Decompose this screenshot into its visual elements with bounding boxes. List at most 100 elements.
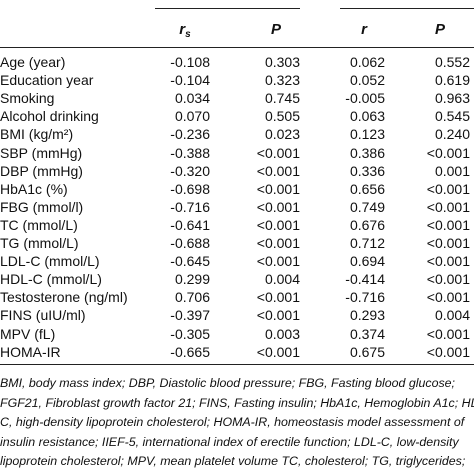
cell-value: <0.001 (426, 235, 470, 251)
cell-value: 0.299 (174, 271, 210, 288)
cell-value: -0.005 (345, 90, 385, 107)
cell-value: <0.001 (256, 307, 300, 324)
cell-value: 0.619 (434, 72, 470, 89)
footnote-line: C, high-density lipoprotein cholesterol;… (0, 415, 465, 429)
cell-value: 0.034 (174, 90, 210, 107)
row-label: HbA1c (%) (0, 180, 68, 197)
header-text: r (361, 21, 367, 38)
cell-value: 0.386 (349, 144, 385, 161)
footnote-line: FGF21, Fibroblast growth factor 21; FINS… (0, 395, 474, 410)
cell-value: 0.712 (349, 235, 385, 251)
row-label: HDL-C (mmol/L) (0, 271, 102, 288)
row-label: LDL-C (mmol/L) (0, 253, 100, 270)
row-label: Testosterone (ng/ml) (0, 289, 128, 306)
cell-value: 0.003 (264, 325, 300, 342)
cell-value: 0.675 (349, 343, 385, 360)
footnote-line: BMI, body mass index; DBP, Diastolic blo… (0, 376, 455, 390)
cell-value: -0.688 (170, 235, 210, 251)
row-label: Age (year) (0, 54, 66, 70)
cell-value: 0.656 (349, 180, 385, 197)
cell-value: 0.123 (349, 126, 385, 143)
header-rule (0, 47, 474, 48)
cell-value: 0.303 (264, 54, 300, 70)
cell-value: 0.694 (349, 253, 385, 270)
bottom-rule (0, 364, 474, 365)
row-label: TC (mmol/L) (0, 216, 78, 233)
cell-value: -0.716 (170, 198, 210, 215)
cell-value: 0.062 (349, 54, 385, 70)
cell-value: 0.240 (434, 126, 470, 143)
cell-value: <0.001 (256, 216, 300, 233)
cell-value: 0.023 (264, 126, 300, 143)
cell-value: 0.676 (349, 216, 385, 233)
cell-value: <0.001 (256, 253, 300, 270)
row-label: FINS (uIU/ml) (0, 307, 86, 324)
cell-value: -0.305 (170, 325, 210, 342)
cell-value: 0.706 (174, 289, 210, 306)
group-rule (340, 8, 474, 9)
cell-value: 0.323 (264, 72, 300, 89)
cell-value: 0.070 (174, 108, 210, 125)
row-label: TG (mmol/L) (0, 235, 79, 251)
cell-value: <0.001 (426, 253, 470, 270)
cell-value: -0.104 (170, 72, 210, 89)
cell-value: 0.505 (264, 108, 300, 125)
footnote-line: lipoprotein cholesterol; MPV, mean plate… (0, 454, 466, 468)
row-label: MPV (fL) (0, 325, 56, 342)
cell-value: <0.001 (256, 198, 300, 215)
cell-value: 0.293 (349, 307, 385, 324)
cell-value: -0.641 (170, 216, 210, 233)
cell-value: 0.052 (349, 72, 385, 89)
column-header: P (420, 21, 460, 39)
header-subscript: s (185, 29, 191, 40)
row-label: SBP (mmHg) (0, 144, 83, 161)
cell-value: <0.001 (426, 144, 470, 161)
header-text: P (270, 21, 281, 38)
cell-value: <0.001 (426, 216, 470, 233)
cell-value: 0.963 (434, 90, 470, 107)
cell-value: 0.001 (434, 162, 470, 179)
cell-value: -0.698 (170, 180, 210, 197)
cell-value: -0.320 (170, 162, 210, 179)
cell-value: -0.388 (170, 144, 210, 161)
cell-value: 0.004 (264, 271, 300, 288)
cell-value: <0.001 (256, 289, 300, 306)
cell-value: <0.001 (426, 198, 470, 215)
cell-value: 0.552 (434, 54, 470, 70)
row-label: DBP (mmHg) (0, 162, 83, 179)
row-label: Alcohol drinking (0, 108, 99, 125)
cell-value: 0.004 (434, 307, 470, 324)
row-label: HOMA-IR (0, 343, 61, 360)
cell-value: <0.001 (256, 343, 300, 360)
cell-value: <0.001 (426, 343, 470, 360)
cell-value: -0.414 (345, 271, 385, 288)
footnote-line: insulin resistance; IIEF-5, internationa… (0, 434, 459, 449)
header-text: P (434, 21, 445, 38)
cell-value: <0.001 (426, 325, 470, 342)
cell-value: 0.749 (349, 198, 385, 215)
column-header: rs (165, 21, 205, 44)
group-rule (155, 8, 300, 9)
cell-value: <0.001 (256, 235, 300, 251)
cell-value: 0.374 (349, 325, 385, 342)
row-label: BMI (kg/m²) (0, 126, 74, 143)
cell-value: <0.001 (256, 180, 300, 197)
column-header: r (344, 21, 384, 39)
cell-value: -0.236 (170, 126, 210, 143)
row-label: Smoking (0, 90, 55, 107)
cell-value: 0.063 (349, 108, 385, 125)
cell-value: -0.645 (170, 253, 210, 270)
cell-value: <0.001 (426, 289, 470, 306)
cell-value: 0.745 (264, 90, 300, 107)
cell-value: -0.397 (170, 307, 210, 324)
cell-value: -0.108 (170, 54, 210, 70)
row-label: Education year (0, 72, 94, 89)
cell-value: -0.716 (345, 289, 385, 306)
cell-value: <0.001 (426, 271, 470, 288)
cell-value: <0.001 (426, 180, 470, 197)
cell-value: <0.001 (256, 162, 300, 179)
cell-value: 0.545 (434, 108, 470, 125)
header-text: r (179, 21, 186, 38)
cell-value: -0.665 (170, 343, 210, 360)
